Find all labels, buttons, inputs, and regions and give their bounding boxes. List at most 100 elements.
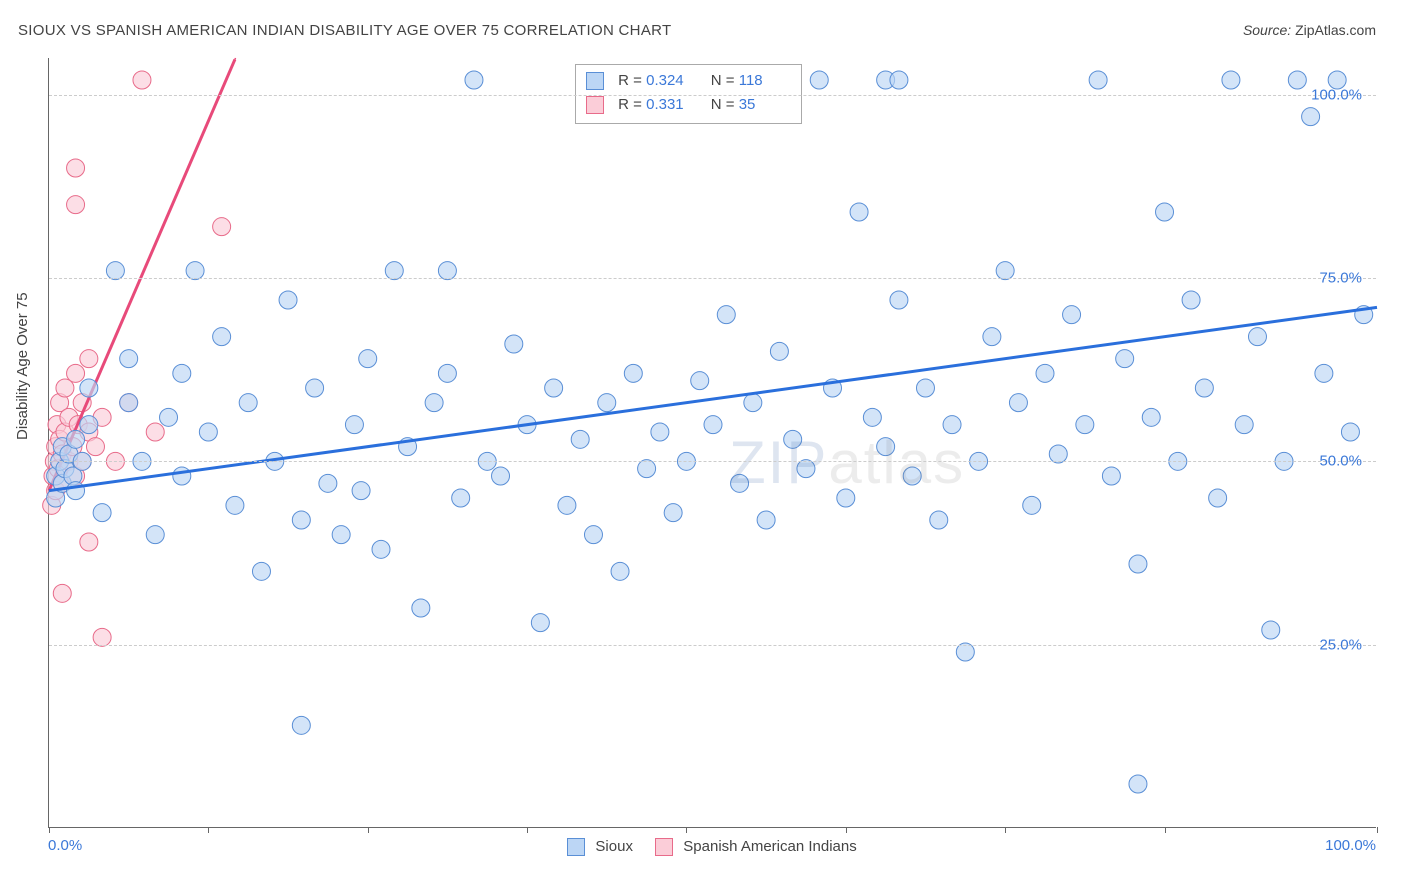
- data-point: [425, 394, 443, 412]
- gridline: [49, 461, 1376, 462]
- legend-row-spanish: R = 0.331 N = 35: [586, 93, 787, 117]
- swatch-spanish-icon: [586, 96, 604, 114]
- y-tick-label: 100.0%: [1311, 86, 1362, 103]
- data-point: [996, 262, 1014, 280]
- y-tick-label: 25.0%: [1319, 636, 1362, 653]
- data-point: [956, 643, 974, 661]
- data-point: [903, 467, 921, 485]
- data-point: [199, 423, 217, 441]
- data-point: [492, 467, 510, 485]
- data-point: [505, 335, 523, 353]
- series-legend: Sioux Spanish American Indians: [0, 838, 1406, 856]
- data-point: [1102, 467, 1120, 485]
- data-point: [1009, 394, 1027, 412]
- data-point: [571, 430, 589, 448]
- data-point: [1156, 203, 1174, 221]
- data-point: [837, 489, 855, 507]
- x-tick-mark: [686, 827, 687, 833]
- source-label: Source:: [1243, 22, 1291, 38]
- data-point: [584, 526, 602, 544]
- data-point: [717, 306, 735, 324]
- scatter-svg: [49, 58, 1376, 827]
- legend-label-spanish: Spanish American Indians: [683, 838, 856, 855]
- n-label: N =: [711, 96, 735, 113]
- data-point: [638, 460, 656, 478]
- data-point: [1076, 416, 1094, 434]
- data-point: [943, 416, 961, 434]
- data-point: [1315, 364, 1333, 382]
- data-point: [863, 408, 881, 426]
- data-point: [53, 584, 71, 602]
- gridline: [49, 95, 1376, 96]
- legend-row-sioux: R = 0.324 N = 118: [586, 69, 787, 93]
- data-point: [651, 423, 669, 441]
- data-point: [67, 430, 85, 448]
- data-point: [744, 394, 762, 412]
- trend-line-spanish-dashed: [235, 58, 236, 59]
- data-point: [531, 614, 549, 632]
- data-point: [292, 511, 310, 529]
- data-point: [67, 482, 85, 500]
- x-tick-mark: [1005, 827, 1006, 833]
- data-point: [86, 438, 104, 456]
- source-value: ZipAtlas.com: [1295, 22, 1376, 38]
- data-point: [770, 342, 788, 360]
- data-point: [757, 511, 775, 529]
- gridline: [49, 278, 1376, 279]
- data-point: [438, 262, 456, 280]
- data-point: [173, 364, 191, 382]
- data-point: [1023, 496, 1041, 514]
- data-point: [279, 291, 297, 309]
- r-value-sioux: 0.324: [646, 69, 694, 93]
- data-point: [691, 372, 709, 390]
- data-point: [252, 562, 270, 580]
- data-point: [372, 540, 390, 558]
- x-tick-mark: [208, 827, 209, 833]
- data-point: [345, 416, 363, 434]
- x-tick-mark: [49, 827, 50, 833]
- x-tick-mark: [1165, 827, 1166, 833]
- data-point: [810, 71, 828, 89]
- data-point: [916, 379, 934, 397]
- data-point: [106, 262, 124, 280]
- swatch-spanish-icon: [655, 838, 673, 856]
- data-point: [93, 504, 111, 522]
- data-point: [385, 262, 403, 280]
- data-point: [80, 416, 98, 434]
- x-tick-mark: [527, 827, 528, 833]
- data-point: [292, 716, 310, 734]
- data-point: [1209, 489, 1227, 507]
- data-point: [133, 71, 151, 89]
- r-label: R =: [618, 96, 642, 113]
- data-point: [120, 350, 138, 368]
- data-point: [465, 71, 483, 89]
- data-point: [239, 394, 257, 412]
- plot-area: ZIPatlas R = 0.324 N = 118 R = 0.331 N =…: [48, 58, 1376, 828]
- y-tick-label: 50.0%: [1319, 453, 1362, 470]
- data-point: [797, 460, 815, 478]
- data-point: [1235, 416, 1253, 434]
- x-tick-mark: [1377, 827, 1378, 833]
- data-point: [1049, 445, 1067, 463]
- data-point: [306, 379, 324, 397]
- n-value-sioux: 118: [739, 69, 787, 93]
- y-tick-label: 75.0%: [1319, 270, 1362, 287]
- r-label: R =: [618, 72, 642, 89]
- data-point: [1116, 350, 1134, 368]
- chart-title: SIOUX VS SPANISH AMERICAN INDIAN DISABIL…: [18, 22, 671, 39]
- data-point: [598, 394, 616, 412]
- y-axis-title: Disability Age Over 75: [14, 292, 31, 440]
- data-point: [1302, 108, 1320, 126]
- x-tick-mark: [846, 827, 847, 833]
- data-point: [877, 438, 895, 456]
- data-point: [545, 379, 563, 397]
- data-point: [731, 474, 749, 492]
- data-point: [80, 379, 98, 397]
- data-point: [213, 328, 231, 346]
- data-point: [1089, 71, 1107, 89]
- data-point: [983, 328, 1001, 346]
- data-point: [784, 430, 802, 448]
- data-point: [1129, 775, 1147, 793]
- data-point: [186, 262, 204, 280]
- data-point: [1142, 408, 1160, 426]
